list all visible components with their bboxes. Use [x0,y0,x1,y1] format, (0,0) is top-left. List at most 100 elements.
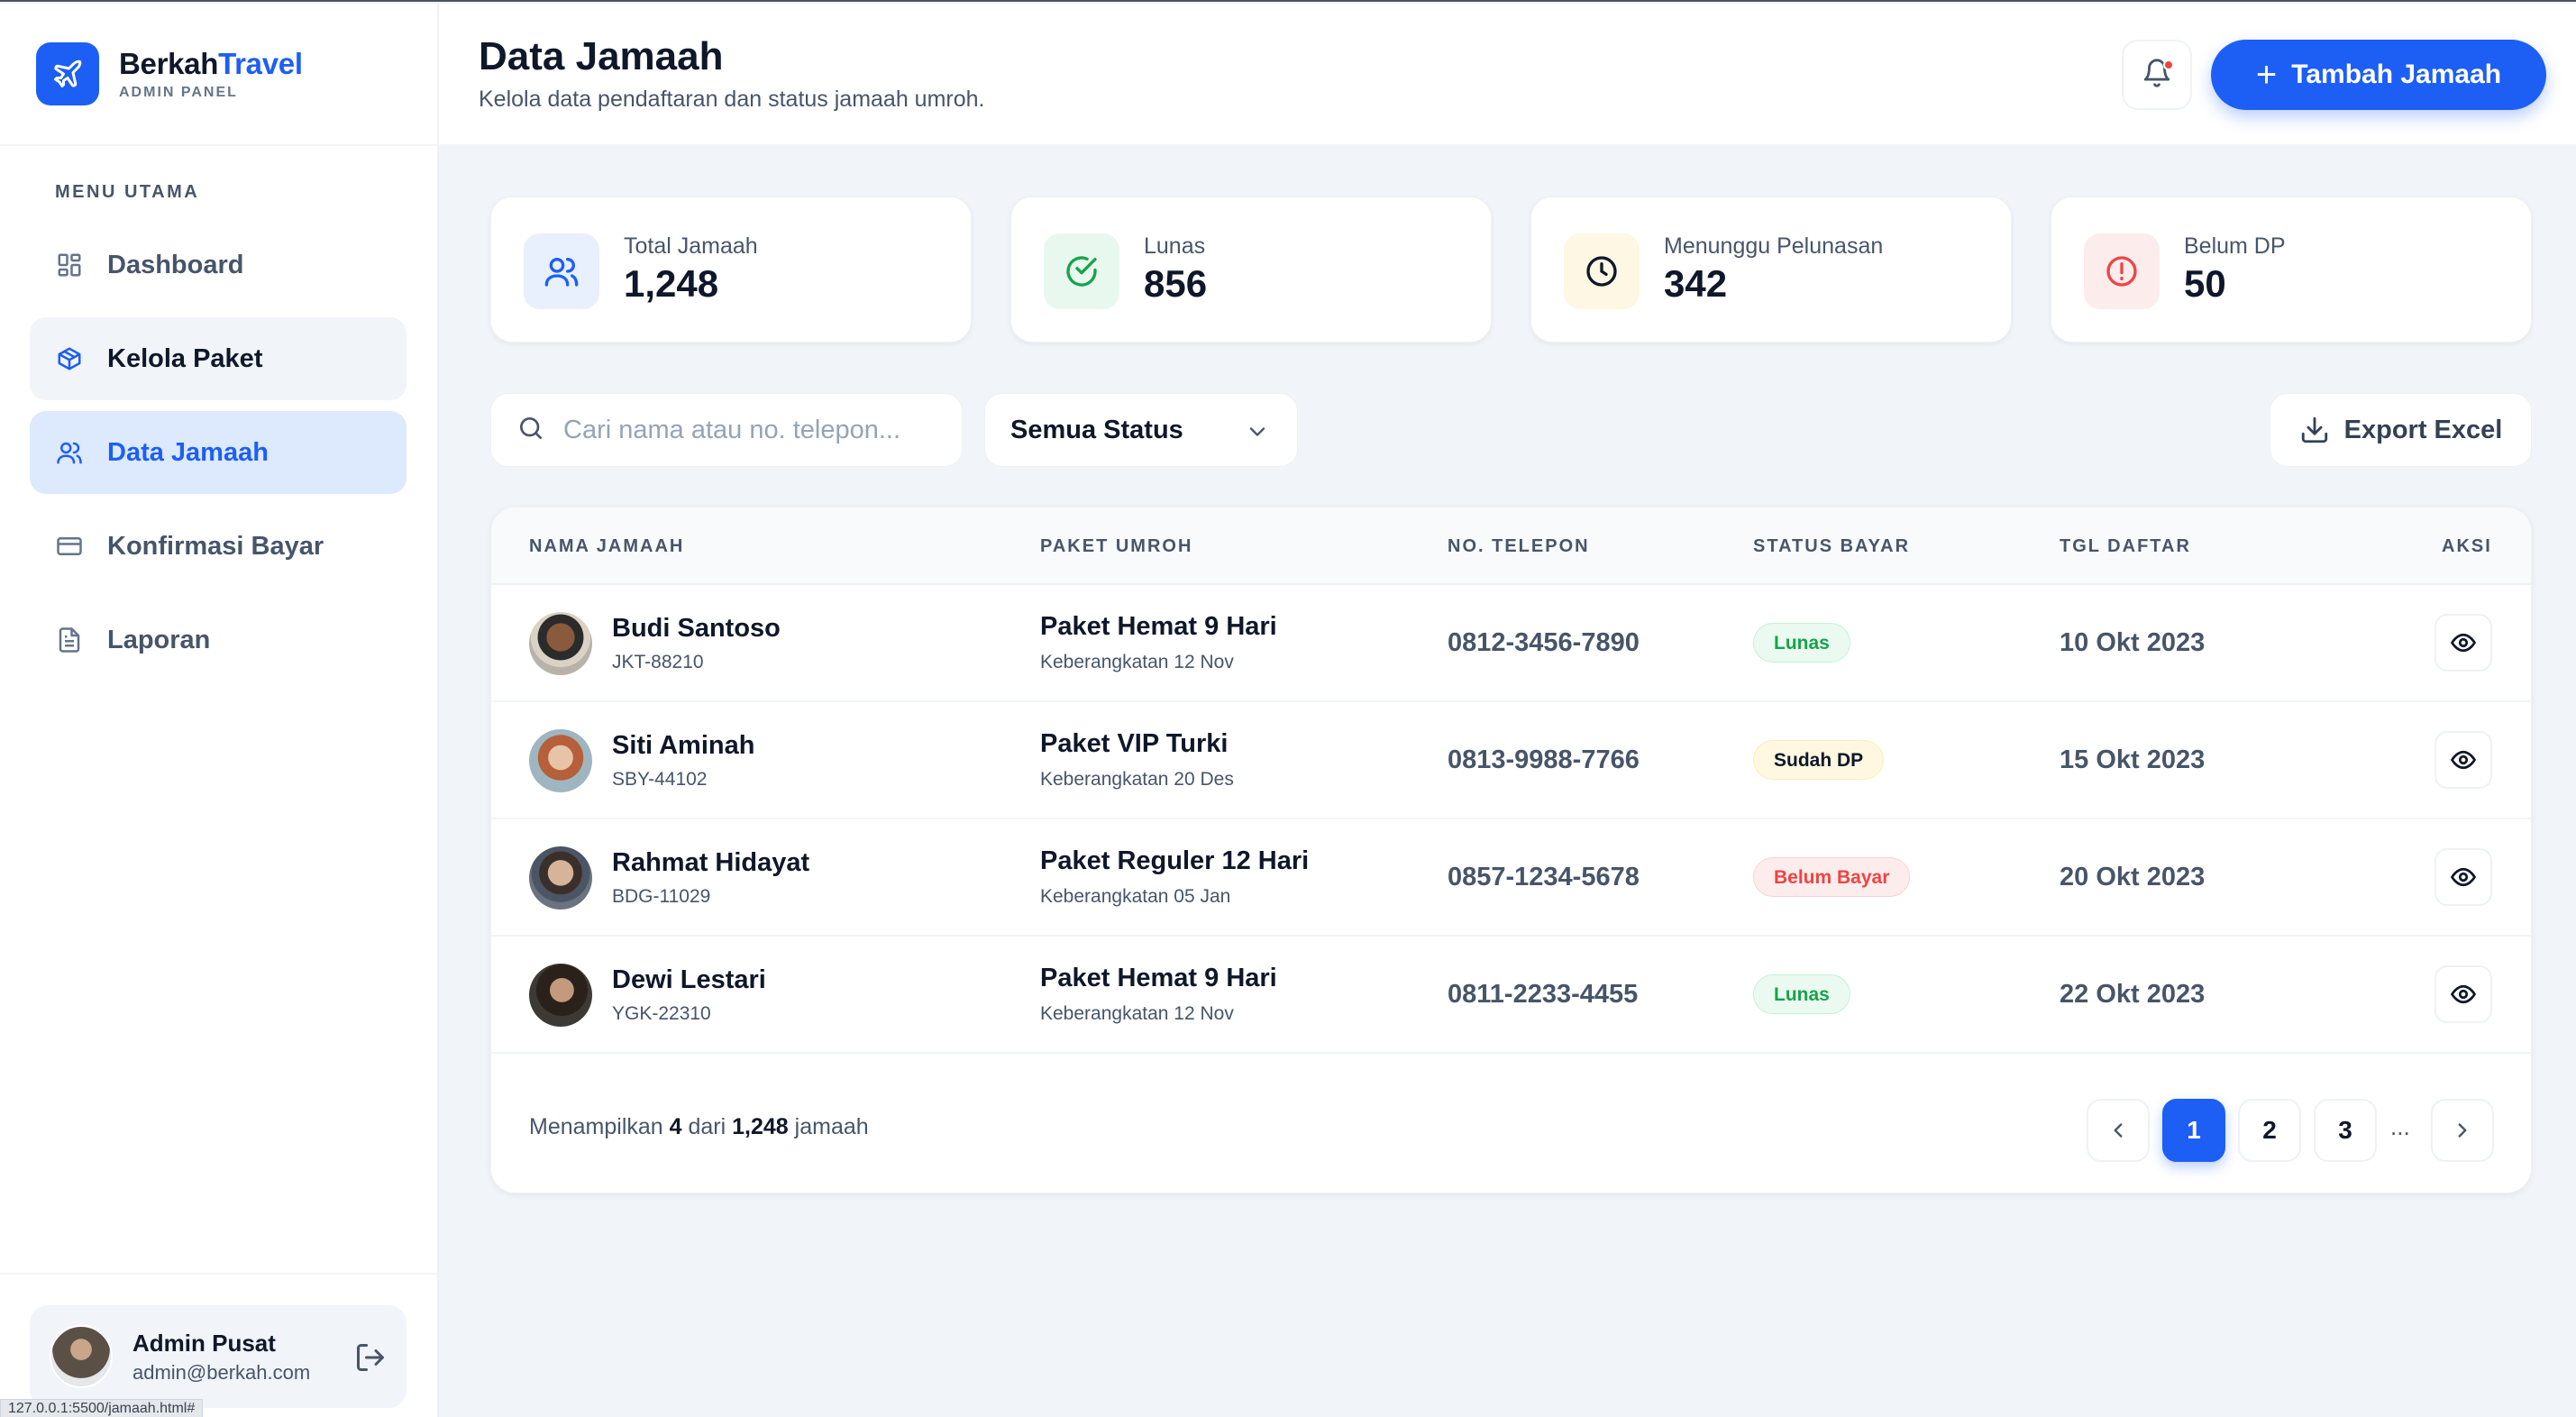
showing-count-text: Menampilkan 4 dari 1,248 jamaah [529,1114,869,1139]
view-button[interactable] [2434,614,2492,672]
package-name: Paket Hemat 9 Hari [1040,964,1277,992]
table-header: NAMA JAMAAH PAKET UMROH NO. TELEPON STAT… [491,507,2531,585]
sidebar-item-konfirmasi-bayar[interactable]: Konfirmasi Bayar [30,505,406,588]
stat-card-menunggu-pelunasan: Menunggu Pelunasan 342 [1530,197,2012,343]
package-name: Paket Hemat 9 Hari [1040,612,1277,641]
pagination-prev-button[interactable] [2087,1099,2150,1162]
stat-label: Menunggu Pelunasan [1664,233,1884,259]
table-row: Rahmat Hidayat BDG-11029 Paket Reguler 1… [491,819,2531,937]
column-header-aksi: AKSI [2442,536,2492,556]
sidebar-item-laporan[interactable]: Laporan [30,599,406,681]
add-jamaah-button[interactable]: + Tambah Jamaah [2211,40,2546,110]
package-name: Paket Reguler 12 Hari [1040,846,1310,875]
pagination-page-1[interactable]: 1 [2162,1099,2225,1162]
eye-icon [2450,633,2477,653]
notification-button[interactable] [2122,40,2192,110]
avatar [529,612,592,675]
jamaah-code: BDG-11029 [612,886,711,907]
table-row: Budi Santoso JKT-88210 Paket Hemat 9 Har… [491,585,2531,702]
avatar [529,729,592,792]
view-button[interactable] [2434,848,2492,906]
notification-dot [2163,59,2174,70]
departure-date: Keberangkatan 12 Nov [1040,652,1234,672]
column-header-status: STATUS BAYAR [1753,536,1911,556]
table-row: Siti Aminah SBY-44102 Paket VIP Turki Ke… [491,702,2531,819]
export-label: Export Excel [2343,415,2503,444]
stat-card-belum-dp: Belum DP 50 [2051,197,2532,343]
dashboard-grid-icon [51,247,87,283]
eye-icon [2450,984,2477,1004]
phone-number: 0813-9988-7766 [1448,745,1640,774]
jamaah-name: Siti Aminah [612,731,755,760]
pagination-page-2[interactable]: 2 [2238,1099,2301,1162]
column-header-nama: NAMA JAMAAH [529,536,685,556]
clock-icon [1564,233,1640,309]
view-button[interactable] [2434,965,2492,1023]
sidebar-item-label: Data Jamaah [107,437,269,467]
brand-subtitle: ADMIN PANEL [119,85,238,100]
jamaah-name: Budi Santoso [612,614,781,643]
sidebar-item-label: Dashboard [107,250,244,279]
register-date: 15 Okt 2023 [2060,745,2206,774]
stat-label: Total Jamaah [624,233,758,259]
register-date: 22 Okt 2023 [2060,980,2206,1009]
stat-label: Lunas [1144,233,1206,259]
status-badge: Lunas [1753,623,1850,663]
sidebar-item-label: Kelola Paket [107,343,263,373]
phone-number: 0857-1234-5678 [1448,863,1640,891]
sidebar-item-data-jamaah[interactable]: Data Jamaah [30,411,406,494]
search-input[interactable] [563,415,942,445]
status-filter-select[interactable]: Semua Status [984,393,1298,467]
sidebar-item-label: Laporan [107,625,211,654]
export-excel-button[interactable]: Export Excel [2270,393,2532,467]
alert-circle-icon [2084,233,2160,309]
jamaah-code: YGK-22310 [612,1003,711,1024]
register-date: 20 Okt 2023 [2060,863,2206,891]
departure-date: Keberangkatan 05 Jan [1040,886,1231,907]
add-button-label: Tambah Jamaah [2291,59,2502,89]
sidebar-item-kelola-paket[interactable]: Kelola Paket [30,317,406,400]
table-footer: Menampilkan 4 dari 1,248 jamaah 1 2 3 ..… [491,1054,2531,1193]
pagination-ellipsis: ... [2390,1113,2410,1140]
user-name: Admin Pusat [132,1329,276,1357]
avatar [529,964,592,1027]
phone-number: 0811-2233-4455 [1448,980,1639,1009]
jamaah-table: NAMA JAMAAH PAKET UMROH NO. TELEPON STAT… [490,507,2532,1193]
stat-value: 50 [2184,262,2226,305]
chevron-right-icon [2458,1123,2467,1138]
pagination-next-button[interactable] [2431,1099,2494,1162]
brand-name: BerkahTravel [119,47,303,80]
chevron-left-icon [2114,1123,2123,1138]
package-name: Paket VIP Turki [1040,729,1229,758]
divider [0,1273,437,1275]
column-header-paket: PAKET UMROH [1040,536,1193,556]
departure-date: Keberangkatan 20 Des [1040,769,1234,790]
stat-label: Belum DP [2184,233,2286,259]
chevron-down-icon [1245,419,1270,452]
view-button[interactable] [2434,731,2492,789]
user-email: admin@berkah.com [132,1360,311,1384]
user-card[interactable]: Admin Pusat admin@berkah.com [30,1305,406,1408]
plus-icon: + [2255,55,2278,95]
sidebar-item-dashboard[interactable]: Dashboard [30,224,406,306]
brand[interactable]: BerkahTravel ADMIN PANEL [36,41,303,106]
stat-value: 1,248 [624,262,719,305]
pagination-page-3[interactable]: 3 [2314,1099,2377,1162]
document-icon [51,622,87,658]
logout-icon[interactable] [354,1341,387,1374]
browser-status-url: 127.0.0.1:5500/jamaah.html# [0,1399,204,1417]
sidebar-item-label: Konfirmasi Bayar [107,531,324,561]
stat-value: 856 [1144,262,1208,305]
menu-section-title: MENU UTAMA [55,182,200,202]
register-date: 10 Okt 2023 [2060,628,2206,657]
avatar [50,1325,113,1388]
stat-card-total-jamaah: Total Jamaah 1,248 [490,197,972,343]
search-box[interactable] [490,393,963,467]
users-icon [524,233,599,309]
jamaah-code: SBY-44102 [612,769,708,790]
page-header: Data Jamaah Kelola data pendaftaran dan … [439,4,2576,144]
check-circle-icon [1044,233,1119,309]
users-icon [51,434,87,471]
stat-card-lunas: Lunas 856 [1010,197,1492,343]
eye-icon [2450,867,2477,887]
